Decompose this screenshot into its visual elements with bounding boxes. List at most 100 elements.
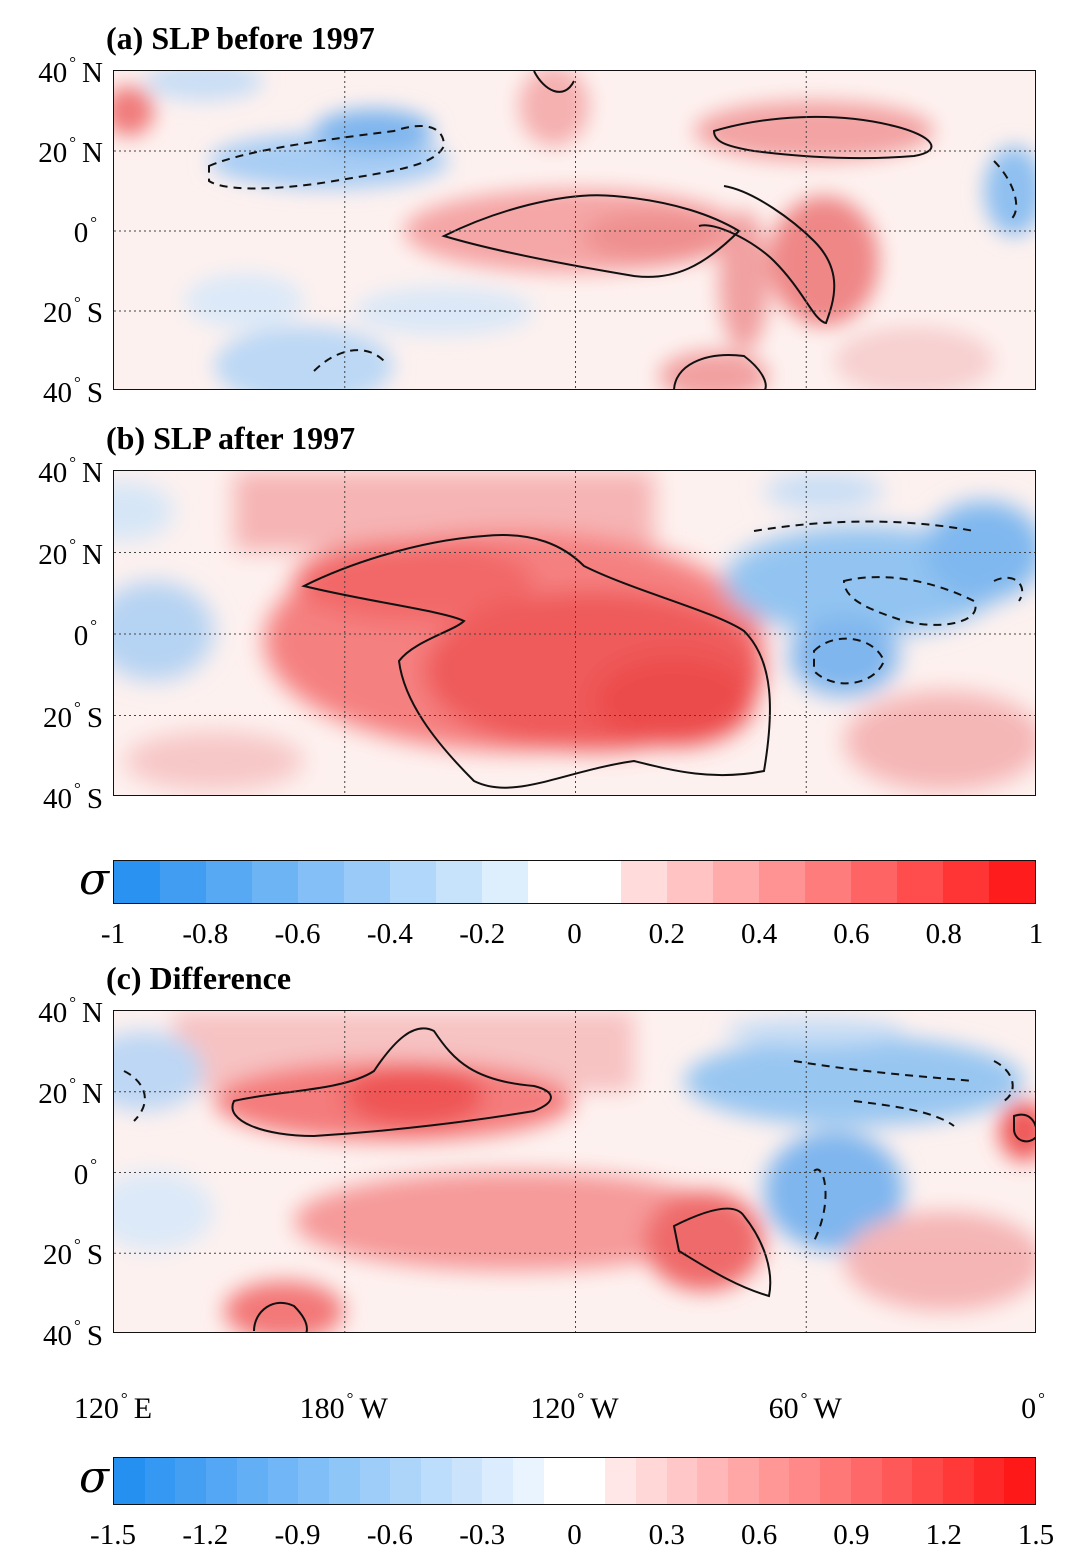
colorbar-cell [206,1458,237,1504]
colorbar-cell [390,861,437,903]
colorbar-tick-label: -1 [100,918,126,950]
panel-c-field [114,1011,1035,1332]
lat-label: 40 ° S [43,1316,103,1352]
panel-b-title: (b) SLP after 1997 [106,420,356,456]
colorbar-tick-label: 1 [1028,918,1044,950]
colorbar-top [113,860,1036,904]
colorbar-top-symbol: σ [79,854,110,905]
colorbar-tick-label: 1.5 [1017,1519,1055,1551]
panel-a-map [113,70,1036,390]
lat-label: 40 ° S [43,779,103,815]
colorbar-cell [206,861,253,903]
lat-label: 0 ° [73,213,97,249]
colorbar-cell [820,1458,851,1504]
colorbar-cell [513,1458,544,1504]
colorbar-cell [528,861,575,903]
colorbar-cell [359,1458,391,1504]
colorbar-cell [482,1458,514,1504]
colorbar-cell [160,861,207,903]
colorbar-tick-label: 0 [567,918,582,950]
colorbar-cell [114,861,161,903]
colorbar-cell [236,1458,268,1504]
lon-label: 120 ° W [530,1389,619,1425]
colorbar-tick-label: -0.9 [274,1519,321,1551]
colorbar-tick-label: 0.3 [648,1519,685,1551]
colorbar-tick-label: 0.2 [648,918,685,950]
colorbar-cell [942,861,989,903]
lat-label: 40 ° N [38,453,103,489]
colorbar-cell [390,1458,422,1504]
colorbar-cell [252,861,299,903]
lat-label: 20 ° N [38,133,103,169]
panel-c-map [113,1010,1036,1333]
colorbar-cell [574,1458,606,1504]
lon-label: 180 ° W [299,1389,388,1425]
colorbar-tick-label: 0.6 [740,1519,778,1551]
colorbar-cell [144,1458,176,1504]
lat-label: 20 ° S [43,697,103,734]
colorbar-cell [666,861,713,903]
colorbar-cell [896,861,943,903]
colorbar-cell [881,1458,913,1504]
colorbar-bottom [113,1457,1036,1505]
colorbar-cell [758,861,805,903]
lat-label: 20 ° S [43,293,103,329]
colorbar-tick-label: 0.8 [925,918,962,950]
colorbar-cell [328,1458,360,1504]
lat-label: 20 ° N [38,534,103,571]
colorbar-cell [344,861,391,903]
colorbar-cell [804,861,851,903]
colorbar-cell [298,861,345,903]
colorbar-cell [114,1458,145,1504]
colorbar-cell [789,1458,821,1504]
colorbar-cell [421,1458,452,1504]
lat-label: 40 ° N [38,993,103,1029]
colorbar-cell [175,1458,207,1504]
colorbar-tick-label: -0.3 [459,1519,506,1551]
colorbar-tick-label: -0.6 [274,918,321,950]
colorbar-bottom-symbol: σ [79,1452,110,1503]
colorbar-cell [543,1458,575,1504]
grid-lines [114,1011,1035,1332]
colorbar-tick-label: 0 [567,1519,582,1551]
colorbar-cell [298,1458,329,1504]
colorbar-cell [635,1458,667,1504]
colorbar-cell [758,1458,790,1504]
colorbar-cell [451,1458,483,1504]
colorbar-cell [728,1458,759,1504]
lat-label: 20 ° S [43,1235,103,1272]
colorbar-tick-label: 1.2 [925,1519,962,1551]
colorbar-cell [697,1458,729,1504]
lat-label: 20 ° N [38,1073,103,1110]
colorbar-cell [267,1458,299,1504]
lon-label: 60 ° W [768,1389,842,1425]
grid-lines [114,71,1035,389]
colorbar-cell [850,861,897,903]
colorbar-tick-label: -0.2 [459,918,506,950]
lat-label: 40 ° S [43,373,103,409]
panel-b-map [113,470,1036,796]
colorbar-cell [912,1458,943,1504]
lon-label: 120 ° E [73,1389,153,1425]
colorbar-tick-label: 0.6 [833,918,870,950]
lat-label: 0 ° [73,1154,97,1191]
colorbar-cell [712,861,759,903]
lon-label: 0 ° [1021,1389,1045,1425]
colorbar-cell [988,861,1035,903]
colorbar-tick-label: -0.6 [366,1519,413,1551]
colorbar-tick-label: 0.4 [740,918,778,950]
colorbar-cell [973,1458,1005,1504]
colorbar-cell [1004,1458,1036,1504]
grid-lines [114,471,1035,795]
colorbar-cell [482,861,529,903]
colorbar-cell [436,861,483,903]
colorbar-cell [666,1458,698,1504]
panel-c-title: (c) Difference [106,960,292,996]
colorbar-tick-label: -0.8 [182,918,229,950]
lat-label: 0 ° [73,616,97,652]
lat-label: 40 ° N [38,53,103,89]
panel-a-title: (a) SLP before 1997 [106,20,375,56]
colorbar-cell [942,1458,974,1504]
colorbar-tick-label: -1.2 [182,1519,229,1551]
colorbar-cell [605,1458,636,1504]
